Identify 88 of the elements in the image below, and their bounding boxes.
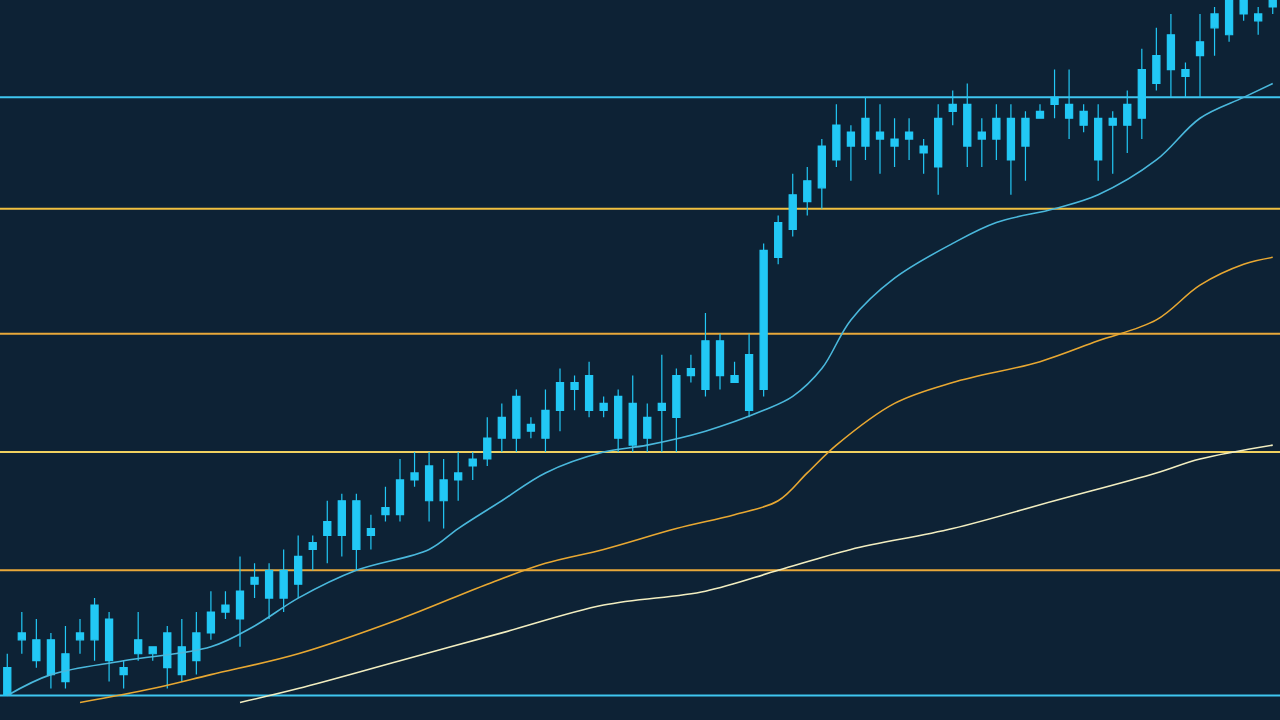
candlestick bbox=[1050, 68, 1059, 119]
candlestick bbox=[366, 514, 376, 551]
candlestick bbox=[381, 486, 390, 523]
candlestick bbox=[424, 451, 434, 523]
candlestick bbox=[1021, 110, 1030, 182]
candlestick bbox=[992, 103, 1001, 161]
candlestick bbox=[61, 625, 70, 690]
candlestick bbox=[715, 333, 725, 391]
candlestick bbox=[46, 632, 56, 690]
candlestick bbox=[1239, 0, 1248, 22]
candlestick bbox=[934, 103, 943, 196]
candlestick bbox=[817, 138, 826, 210]
candlestick bbox=[1064, 68, 1074, 140]
candlestick bbox=[497, 402, 506, 453]
candlestick bbox=[104, 611, 114, 683]
candlestick bbox=[323, 500, 332, 564]
candlestick bbox=[119, 660, 128, 690]
candlestick bbox=[570, 374, 579, 411]
candlestick bbox=[1108, 110, 1117, 175]
candlestick bbox=[875, 103, 885, 175]
candlestick bbox=[3, 653, 12, 697]
candlestick bbox=[1268, 0, 1277, 15]
candlestick bbox=[235, 555, 245, 648]
candlestick bbox=[628, 374, 637, 453]
candlestick bbox=[744, 333, 754, 418]
candlestick bbox=[701, 312, 710, 398]
candlestick bbox=[1224, 0, 1234, 43]
candlestick bbox=[410, 451, 419, 488]
candlestick bbox=[206, 590, 216, 641]
candlestick bbox=[555, 368, 565, 432]
candlestick bbox=[1166, 13, 1176, 98]
candlestick bbox=[1195, 13, 1205, 98]
candlestick bbox=[468, 451, 477, 481]
candlestick bbox=[32, 618, 41, 669]
candlestick bbox=[584, 361, 594, 418]
candlestick bbox=[788, 173, 797, 238]
candlestick bbox=[134, 611, 143, 662]
candlestick bbox=[90, 597, 99, 662]
candlestick bbox=[395, 458, 405, 523]
candlestick bbox=[1210, 6, 1219, 57]
candlestick bbox=[264, 562, 274, 620]
candlestick bbox=[890, 117, 899, 168]
candlestick bbox=[1152, 27, 1161, 92]
candlestick bbox=[75, 618, 85, 655]
candlestick bbox=[308, 534, 317, 571]
candlestick bbox=[730, 361, 739, 384]
candlestick bbox=[832, 103, 841, 168]
candlestick bbox=[919, 138, 928, 175]
candlestick bbox=[759, 242, 768, 398]
candlestick bbox=[148, 646, 157, 662]
candlestick bbox=[526, 416, 536, 439]
candlestick bbox=[1006, 103, 1016, 196]
candlestick bbox=[1094, 103, 1103, 182]
candlestick bbox=[512, 388, 521, 453]
candlestick bbox=[279, 548, 288, 613]
candlestick bbox=[657, 354, 666, 453]
candlestick bbox=[774, 215, 783, 265]
candlestick bbox=[163, 625, 172, 690]
candlestick bbox=[294, 534, 303, 599]
candlestick bbox=[439, 458, 448, 530]
candlestick bbox=[904, 117, 914, 161]
candlestick bbox=[1035, 103, 1045, 119]
candlestick bbox=[672, 368, 681, 453]
candlestick bbox=[977, 117, 986, 168]
candlestick bbox=[643, 402, 652, 453]
candlestick bbox=[337, 493, 346, 557]
candlestick bbox=[177, 618, 186, 683]
candlestick bbox=[221, 590, 230, 620]
candlestick bbox=[483, 416, 492, 467]
candlestick bbox=[614, 388, 623, 453]
candlestick bbox=[454, 451, 463, 502]
candlestick bbox=[1181, 61, 1190, 98]
candlestick bbox=[948, 89, 957, 126]
candlestick bbox=[352, 493, 361, 571]
candlestick bbox=[1254, 6, 1263, 36]
candlestick bbox=[541, 388, 550, 453]
candlestick bbox=[599, 395, 608, 418]
candlestick bbox=[686, 354, 696, 384]
candlestick bbox=[803, 166, 812, 217]
candlestick bbox=[250, 562, 259, 599]
candlestick bbox=[17, 611, 26, 655]
candlestick bbox=[192, 611, 201, 676]
candlestick bbox=[1079, 103, 1088, 133]
candlestick bbox=[846, 124, 856, 182]
candlestick bbox=[963, 82, 972, 168]
candlestick bbox=[1137, 48, 1146, 140]
candlestick bbox=[1123, 89, 1132, 154]
candlestick bbox=[861, 96, 870, 161]
